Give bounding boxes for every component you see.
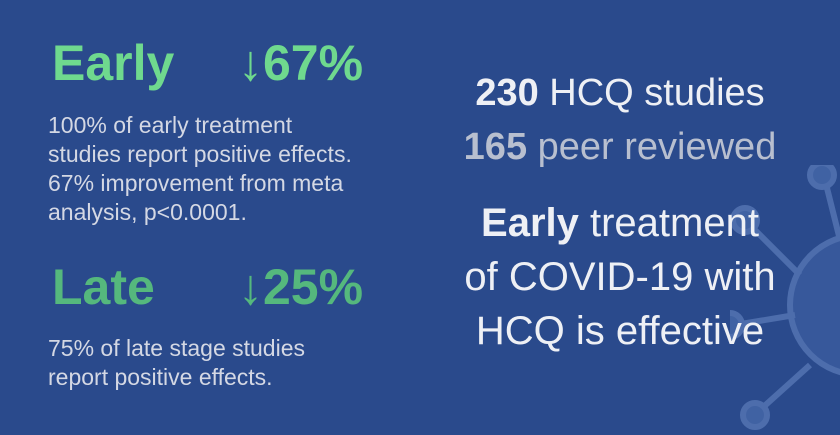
headline-line: HCQ is effective bbox=[475, 309, 765, 353]
early-description: 100% of early treatment studies report p… bbox=[48, 111, 352, 227]
headline-bold: Early bbox=[481, 201, 579, 245]
early-line: 67% improvement from meta bbox=[48, 170, 344, 196]
early-label: Early bbox=[52, 35, 175, 91]
studies-count: 230 bbox=[475, 72, 539, 114]
late-description: 75% of late stage studies report positiv… bbox=[48, 334, 305, 392]
late-line: 75% of late stage studies bbox=[48, 335, 305, 361]
early-line: studies report positive effects. bbox=[48, 141, 352, 167]
early-line: 100% of early treatment bbox=[48, 112, 293, 138]
early-stat: ↓67% bbox=[238, 35, 364, 91]
peer-reviewed-line: 165 peer reviewed bbox=[420, 126, 820, 169]
headline-line: of COVID-19 with bbox=[464, 255, 776, 299]
late-line: report positive effects. bbox=[48, 364, 273, 390]
studies-count-line: 230 HCQ studies bbox=[420, 72, 820, 115]
peer-label: peer reviewed bbox=[537, 126, 777, 168]
headline: Early treatment of COVID-19 with HCQ is … bbox=[420, 196, 820, 358]
headline-rest: treatment bbox=[590, 201, 759, 245]
studies-label: HCQ studies bbox=[549, 72, 765, 114]
late-stat: ↓25% bbox=[238, 259, 364, 315]
late-label: Late bbox=[52, 259, 155, 315]
peer-count: 165 bbox=[463, 126, 528, 168]
early-line: analysis, p<0.0001. bbox=[48, 199, 247, 225]
